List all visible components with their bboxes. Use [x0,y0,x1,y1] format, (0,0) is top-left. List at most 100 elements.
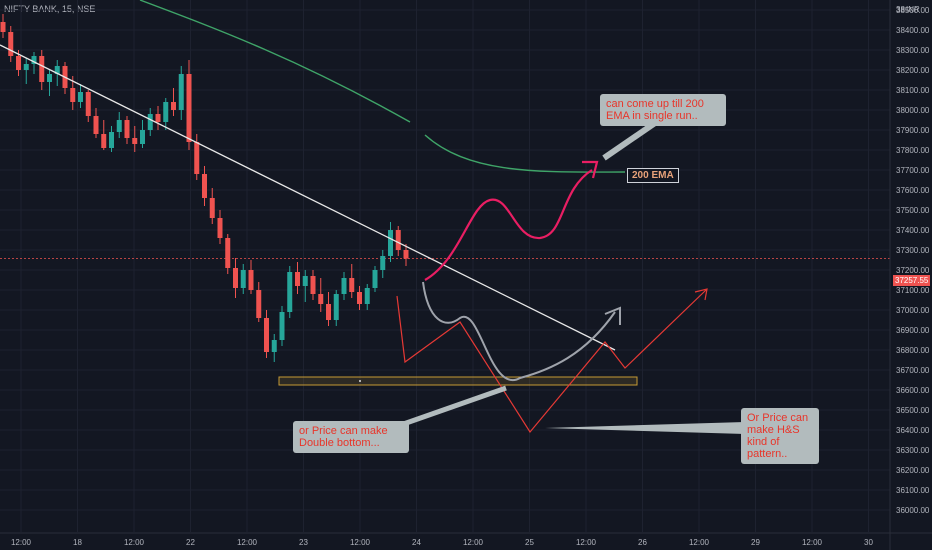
y-tick-label: 36000.00 [896,506,930,515]
y-tick-label: 38200.00 [896,66,930,75]
y-tick-label: 38000.00 [896,106,930,115]
drawings [0,44,745,434]
ema-target-path [424,160,599,281]
price-axis: 36000.00 36100.00 36200.00 36300.00 36400.00… [889,0,930,550]
candle-body [155,114,161,122]
candle-body [279,312,285,340]
y-tick-label: 36900.00 [896,326,930,335]
y-tick-label: 37900.00 [896,126,930,135]
y-tick-label: 37100.00 [896,286,930,295]
candle-body [225,238,231,268]
y-tick-label: 38500.00 [896,6,930,15]
candle-body [240,270,246,288]
candle-body [233,268,238,288]
x-tick-label: 29 [751,538,760,547]
time-axis: 12:00 18 12:00 22 12:00 23 12:00 24 12:00 25 12:00… [0,532,932,547]
candle-body [248,270,254,290]
currency-label: INR [906,5,920,14]
candle-body [85,92,91,116]
candle-body [16,56,21,70]
y-tick-label: 36800.00 [896,346,930,355]
x-tick-label: 25 [525,538,534,547]
hs-pattern-callout: Or Price can make H&S kind of pattern.. [741,408,819,464]
candle-body [333,294,339,320]
x-tick-label: 12:00 [124,538,145,547]
candles [0,14,409,362]
x-tick-label: 18 [73,538,82,547]
candle-body [70,88,76,102]
candle-body [116,120,122,132]
candle-body [8,32,14,56]
candle-body [403,250,409,259]
y-tick-label: 37800.00 [896,146,930,155]
candle-body [39,56,45,82]
y-tick-label: 38100.00 [896,86,930,95]
x-tick-label: 12:00 [689,538,710,547]
y-tick-label: 38400.00 [896,26,930,35]
x-tick-label: 26 [638,538,647,547]
candle-body [31,56,37,64]
candle-body [202,174,207,198]
y-tick-label: 37200.00 [896,266,930,275]
candle-body [147,114,153,130]
candle-body [101,134,107,148]
x-tick-label: 22 [186,538,195,547]
x-tick-label: 12:00 [576,538,597,547]
y-tick-label: 36700.00 [896,366,930,375]
candle-body [357,292,362,304]
y-tick-label: 36600.00 [896,386,930,395]
candle-body [54,66,60,74]
y-tick-label: 37000.00 [896,306,930,315]
x-tick-label: 12:00 [463,538,484,547]
candle-body [388,230,393,256]
candle-body [349,278,355,292]
candle-body [140,130,145,144]
candle-body [287,272,293,312]
x-tick-label: 12:00 [237,538,258,547]
candle-body [341,278,347,294]
chart-title: NIFTY BANK, 15, NSE [4,4,96,14]
candle-body [163,102,169,122]
candle-body [186,74,192,142]
candle-body [380,256,386,270]
x-tick-label: 23 [299,538,308,547]
support-dot [359,380,361,382]
callout-pointer [545,422,745,434]
y-tick-label: 37400.00 [896,226,930,235]
callout-pointer [602,120,657,161]
ema-200-line [139,0,626,173]
ema-segment [139,0,411,123]
x-tick-label: 12:00 [350,538,371,547]
candle-body [271,340,277,352]
y-tick-label: 37600.00 [896,186,930,195]
candle-body [364,288,370,304]
hs-pattern-path [396,288,708,434]
candle-body [395,230,401,250]
x-tick-label: 24 [412,538,421,547]
candle-body [23,64,29,70]
candle-body [109,132,114,148]
candle-body [93,116,99,134]
candle-body [318,294,324,304]
candle-body [178,74,184,110]
support-zone [278,376,638,386]
candle-body [295,272,300,286]
candle-body [132,138,138,144]
y-tick-label: 36400.00 [896,426,930,435]
candle-body [0,22,6,32]
y-tick-label: 37300.00 [896,246,930,255]
y-tick-label: 36300.00 [896,446,930,455]
x-tick-label: 12:00 [11,538,32,547]
y-tick-label: 38 [896,5,905,14]
candle-body [209,198,215,218]
x-tick-label: 12:00 [802,538,823,547]
y-tick-label: 37500.00 [896,206,930,215]
candle-body [47,74,52,82]
trendline [0,44,616,351]
candle-body [310,276,316,294]
y-tick-label: 36500.00 [896,406,930,415]
double-bottom-path [422,281,621,382]
x-tick-label: 30 [864,538,873,547]
y-tick-label: 36100.00 [896,486,930,495]
